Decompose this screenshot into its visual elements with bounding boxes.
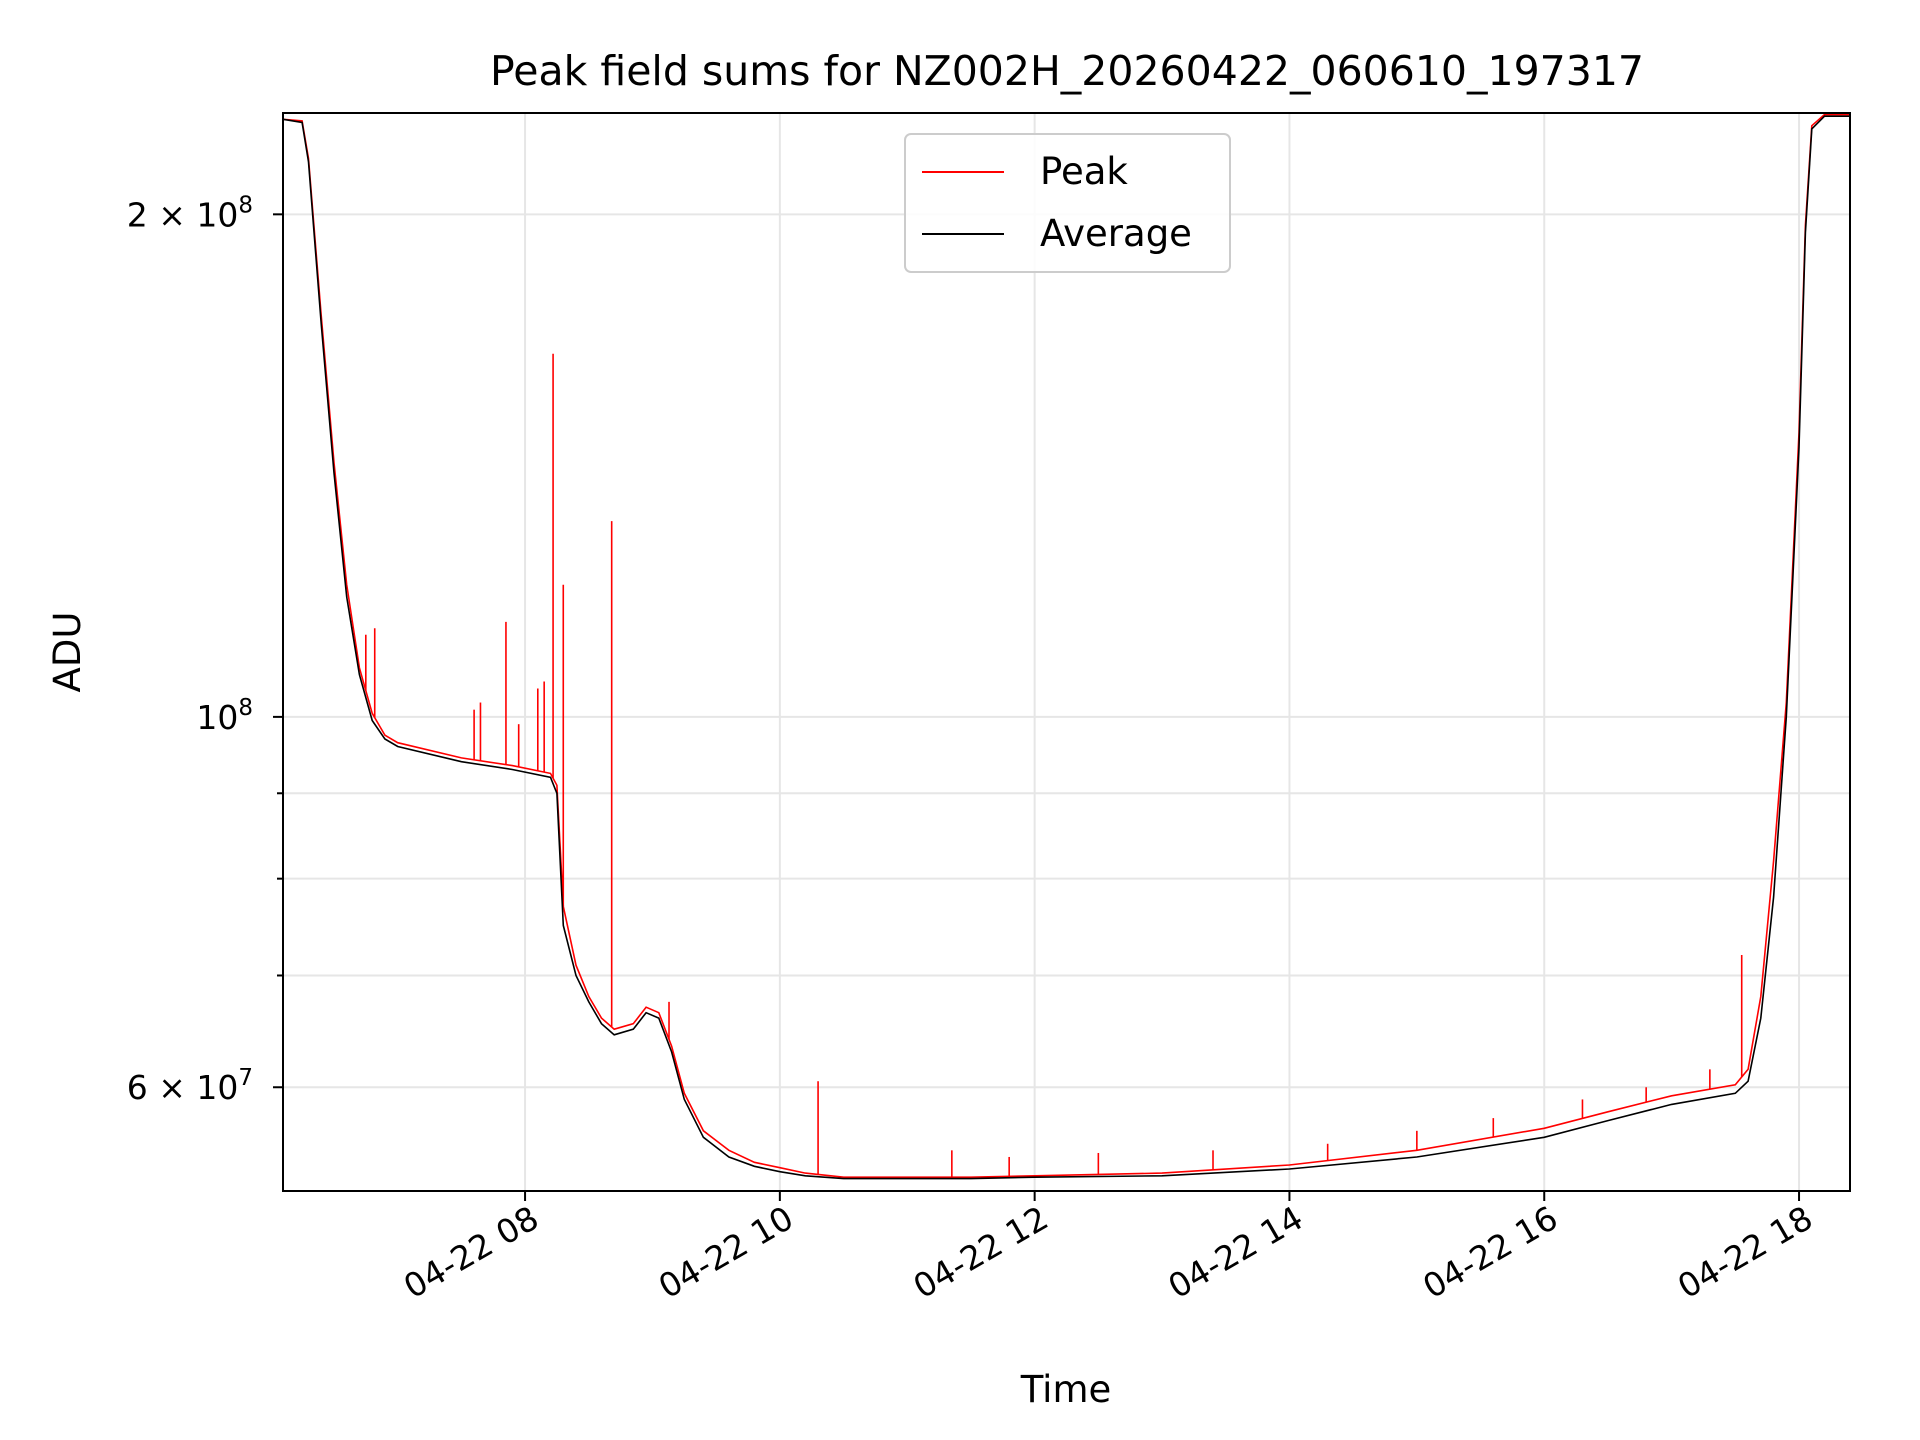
series-line-average xyxy=(283,115,1850,1180)
legend: Peak Average xyxy=(904,133,1231,273)
legend-box xyxy=(904,133,1231,273)
peak-spikes xyxy=(365,353,1743,1178)
y-tick-label: 108 xyxy=(196,695,253,737)
series-line-peak xyxy=(283,113,1850,1178)
chart-title: Peak field sums for NZ002H_20260422_0606… xyxy=(490,47,1644,95)
y-tick-label: 2 × 108 xyxy=(127,192,253,234)
y-tick-label: 6 × 107 xyxy=(127,1065,253,1107)
legend-label-average: Average xyxy=(1040,212,1192,255)
legend-label-peak: Peak xyxy=(1040,150,1128,193)
x-axis-label: Time xyxy=(1020,1368,1112,1411)
plot-frame xyxy=(282,112,1851,1192)
y-axis-ticks: 6 × 107 108 2 × 108 xyxy=(127,192,283,1107)
y-axis-label: ADU xyxy=(46,612,89,693)
